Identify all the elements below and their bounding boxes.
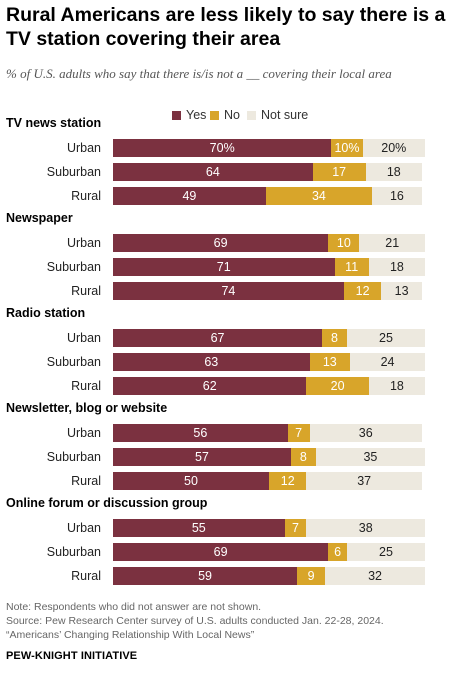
group-title: Radio station [6,306,86,320]
bar-segment-not-sure: 20% [362,139,425,157]
legend-label-yes: Yes [186,108,207,122]
row-label: Rural [71,284,101,298]
row-label: Suburban [46,450,101,464]
footer-source: Source: Pew Research Center survey of U.… [6,615,384,627]
row-label: Rural [71,189,101,203]
bar-segment-not-sure: 37 [306,472,422,490]
bar-segment-no: 12 [269,472,307,490]
bar-segment-not-sure: 32 [325,567,425,585]
row-label: Rural [71,474,101,488]
bar-segment-yes: 67 [113,329,323,347]
bar-segment-yes: 71 [113,258,335,276]
bar-segment-no: 6 [328,543,347,561]
legend-label-no: No [224,108,240,122]
bar-segment-yes: 59 [113,567,298,585]
bar-segment-yes: 64 [113,163,313,181]
row-label: Suburban [46,545,101,559]
group-title: Newsletter, blog or website [6,401,168,415]
group-title: Newspaper [6,211,73,225]
bar-segment-not-sure: 13 [381,282,422,300]
chart-subtitle: % of U.S. adults who say that there is/i… [6,66,392,81]
bar-segment-not-sure: 21 [359,234,425,252]
row-label: Rural [71,569,101,583]
bar-segment-no: 10 [328,234,360,252]
row-label: Urban [66,426,101,440]
bar-segment-yes: 55 [113,519,285,537]
footer-report-title: “Americans’ Changing Relationship With L… [6,629,255,641]
bar-segment-no: 10% [331,139,363,157]
bar-segment-no: 7 [287,424,310,442]
bar-segment-yes: 74 [113,282,344,300]
bar-segment-not-sure: 36 [309,424,422,442]
legend-swatch-not-sure [247,110,256,120]
bar-segment-not-sure: 18 [368,377,425,395]
row-label: Suburban [46,260,101,274]
legend: Yes No Not sure [0,108,474,122]
bar-segment-no: 11 [334,258,369,276]
legend-item-yes: Yes [172,108,206,122]
legend-swatch-no [210,110,219,120]
legend-label-not-sure: Not sure [261,108,309,122]
bar-segment-no: 8 [322,329,347,347]
bar-segment-not-sure: 35 [315,448,425,466]
bar-segment-yes: 50 [113,472,269,490]
footer-note: Note: Respondents who did not answer are… [6,601,262,613]
legend-swatch-yes [172,110,181,120]
legend-item-not-sure: Not sure [247,108,308,122]
bar-segment-yes: 69 [113,543,329,561]
bar-segment-no: 8 [290,448,316,466]
bar-segment-yes: 62 [113,377,307,395]
bar-segment-not-sure: 25 [347,543,425,561]
bar-segment-no: 17 [312,163,366,181]
bar-segment-yes: 63 [113,353,310,371]
bar-segment-no: 20 [306,377,369,395]
chart-title: Rural Americans are less likely to say t… [6,4,446,50]
bar-segment-not-sure: 18 [365,163,422,181]
row-label: Suburban [46,355,101,369]
bar-segment-no: 7 [284,519,307,537]
row-label: Rural [71,379,101,393]
bar-segment-yes: 69 [113,234,329,252]
bar-segment-yes: 49 [113,187,266,205]
bar-segment-no: 12 [343,282,382,300]
bar-segment-yes: 57 [113,448,291,466]
bar-segment-not-sure: 25 [347,329,425,347]
bar-segment-not-sure: 16 [371,187,422,205]
bar-segment-not-sure: 24 [350,353,425,371]
brand-label: PEW-KNIGHT INITIATIVE [6,650,138,662]
group-title: TV news station [6,116,102,130]
row-label: Urban [66,521,101,535]
bar-segment-no: 13 [309,353,351,371]
row-label: Urban [66,331,101,345]
bar-segment-yes: 56 [113,424,288,442]
bar-segment-yes: 70% [113,139,332,157]
row-label: Urban [66,141,101,155]
group-title: Online forum or discussion group [6,496,208,510]
legend-item-no: No [210,108,240,122]
bar-segment-no: 9 [297,567,326,585]
bar-segment-not-sure: 18 [368,258,425,276]
bar-segment-not-sure: 38 [306,519,425,537]
row-label: Suburban [46,165,101,179]
bar-segment-no: 34 [265,187,372,205]
row-label: Urban [66,236,101,250]
